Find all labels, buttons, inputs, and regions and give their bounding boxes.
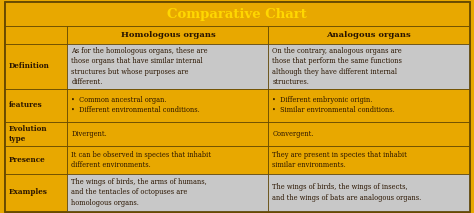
Bar [67, 44, 268, 89]
Bar [268, 26, 469, 44]
Text: Analogous organs: Analogous organs [327, 31, 411, 39]
Text: Homologous organs: Homologous organs [120, 31, 215, 39]
Bar [268, 174, 469, 211]
Bar [5, 146, 67, 174]
Bar [268, 122, 469, 146]
Text: They are present in species that inhabit
similar environments.: They are present in species that inhabit… [272, 151, 407, 169]
Text: •  Common ancestral organ.
•  Different environmental conditions.: • Common ancestral organ. • Different en… [71, 96, 200, 114]
Bar [67, 89, 268, 122]
Text: Divergent.: Divergent. [71, 130, 107, 138]
Bar [67, 122, 268, 146]
Text: Examples: Examples [9, 189, 47, 196]
Bar [5, 26, 67, 44]
Text: Comparative Chart: Comparative Chart [167, 8, 307, 21]
Text: •  Different embryonic origin.
•  Similar environmental conditions.: • Different embryonic origin. • Similar … [272, 96, 395, 114]
Text: Evolution
type: Evolution type [9, 125, 47, 142]
Text: The wings of birds, the arms of humans,
and the tentacles of octopuses are
homol: The wings of birds, the arms of humans, … [71, 178, 207, 207]
Text: features: features [9, 101, 42, 109]
Bar [67, 146, 268, 174]
Text: Definition: Definition [9, 62, 49, 71]
Bar [5, 122, 67, 146]
Text: As for the homologous organs, these are
those organs that have similar internal
: As for the homologous organs, these are … [71, 47, 208, 86]
Bar [5, 44, 67, 89]
Text: Presence: Presence [9, 156, 46, 164]
Text: It can be observed in species that inhabit
different environments.: It can be observed in species that inhab… [71, 151, 211, 169]
Bar [5, 174, 67, 211]
Bar [67, 26, 268, 44]
Text: On the contrary, analogous organs are
those that perform the same functions
alth: On the contrary, analogous organs are th… [272, 47, 402, 86]
Text: Convergent.: Convergent. [272, 130, 314, 138]
Bar [5, 89, 67, 122]
Bar [5, 2, 469, 26]
Text: The wings of birds, the wings of insects,
and the wings of bats are analogous or: The wings of birds, the wings of insects… [272, 183, 421, 201]
Bar [268, 89, 469, 122]
Bar [67, 174, 268, 211]
Bar [268, 146, 469, 174]
Bar [268, 44, 469, 89]
